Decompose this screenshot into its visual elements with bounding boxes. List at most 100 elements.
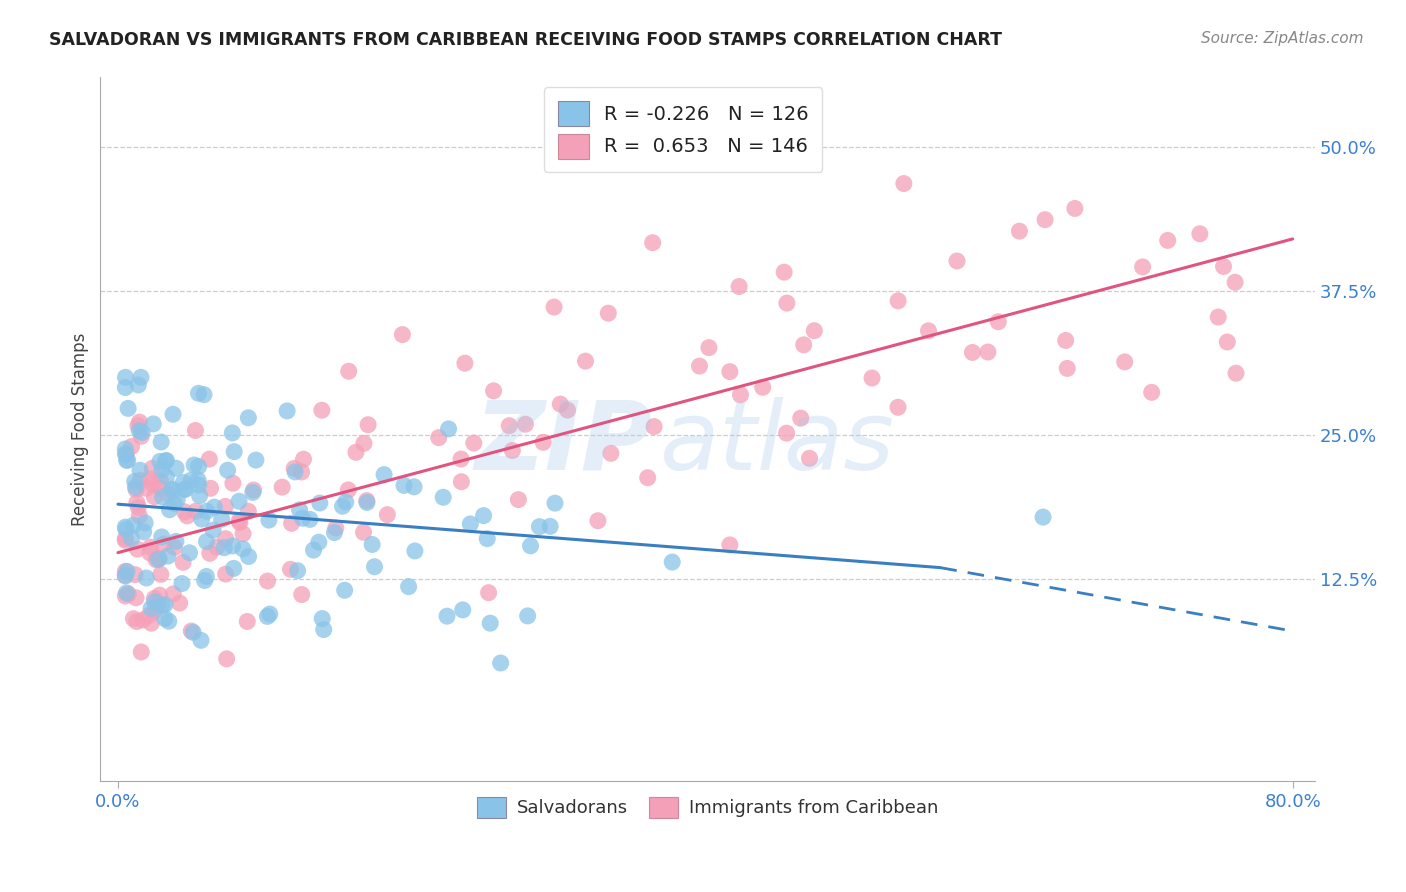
- Point: [162, 407, 184, 421]
- Point: [148, 551, 170, 566]
- Point: [122, 518, 145, 533]
- Point: [257, 513, 280, 527]
- Point: [114, 568, 136, 582]
- Point: [222, 476, 245, 491]
- Point: [142, 417, 165, 431]
- Point: [228, 514, 250, 528]
- Point: [183, 458, 205, 472]
- Point: [129, 429, 152, 443]
- Point: [205, 540, 228, 554]
- Point: [155, 453, 177, 467]
- Point: [162, 482, 184, 496]
- Point: [150, 435, 173, 450]
- Point: [221, 425, 243, 440]
- Point: [128, 508, 150, 523]
- Point: [280, 562, 302, 576]
- Point: [402, 480, 425, 494]
- Point: [195, 534, 218, 549]
- Point: [373, 467, 395, 482]
- Point: [125, 495, 148, 509]
- Point: [256, 574, 278, 588]
- Point: [643, 419, 665, 434]
- Legend: Salvadorans, Immigrants from Caribbean: Salvadorans, Immigrants from Caribbean: [470, 789, 946, 825]
- Point: [242, 483, 264, 497]
- Point: [437, 422, 460, 436]
- Point: [361, 537, 384, 551]
- Point: [181, 625, 204, 640]
- Point: [129, 463, 152, 477]
- Point: [163, 541, 186, 555]
- Point: [232, 541, 254, 556]
- Point: [661, 555, 683, 569]
- Point: [1223, 275, 1246, 289]
- Point: [162, 483, 184, 498]
- Point: [179, 546, 201, 560]
- Point: [1206, 310, 1229, 324]
- Point: [1033, 212, 1056, 227]
- Point: [1140, 385, 1163, 400]
- Point: [887, 293, 910, 308]
- Point: [115, 453, 138, 467]
- Point: [287, 564, 309, 578]
- Point: [344, 445, 367, 459]
- Point: [887, 401, 910, 415]
- Point: [312, 623, 335, 637]
- Point: [172, 475, 194, 490]
- Point: [543, 300, 565, 314]
- Point: [114, 564, 136, 578]
- Point: [141, 461, 163, 475]
- Point: [122, 612, 145, 626]
- Point: [302, 543, 325, 558]
- Point: [187, 459, 209, 474]
- Point: [128, 424, 150, 438]
- Point: [155, 454, 177, 468]
- Point: [637, 471, 659, 485]
- Point: [212, 541, 235, 555]
- Point: [125, 483, 148, 497]
- Point: [155, 469, 177, 483]
- Point: [946, 254, 969, 268]
- Point: [1188, 227, 1211, 241]
- Point: [519, 539, 541, 553]
- Point: [803, 324, 825, 338]
- Point: [145, 552, 167, 566]
- Point: [127, 542, 149, 557]
- Point: [150, 462, 173, 476]
- Point: [404, 544, 426, 558]
- Point: [776, 296, 799, 310]
- Point: [222, 561, 245, 575]
- Point: [115, 586, 138, 600]
- Point: [166, 492, 188, 507]
- Point: [1132, 260, 1154, 274]
- Point: [165, 461, 187, 475]
- Point: [508, 492, 530, 507]
- Point: [436, 609, 458, 624]
- Point: [153, 598, 176, 612]
- Point: [187, 478, 209, 492]
- Point: [337, 483, 360, 497]
- Point: [125, 591, 148, 605]
- Point: [574, 354, 596, 368]
- Point: [114, 532, 136, 546]
- Point: [141, 601, 163, 615]
- Point: [482, 384, 505, 398]
- Point: [245, 453, 267, 467]
- Point: [790, 411, 813, 425]
- Point: [238, 410, 260, 425]
- Point: [288, 503, 311, 517]
- Point: [308, 535, 330, 549]
- Point: [146, 597, 169, 611]
- Point: [308, 496, 330, 510]
- Point: [202, 523, 225, 537]
- Point: [332, 500, 354, 514]
- Point: [193, 387, 215, 401]
- Point: [793, 338, 815, 352]
- Point: [184, 424, 207, 438]
- Point: [477, 532, 499, 546]
- Point: [718, 365, 741, 379]
- Point: [149, 474, 172, 488]
- Point: [238, 549, 260, 564]
- Point: [697, 341, 720, 355]
- Point: [143, 595, 166, 609]
- Point: [127, 500, 149, 515]
